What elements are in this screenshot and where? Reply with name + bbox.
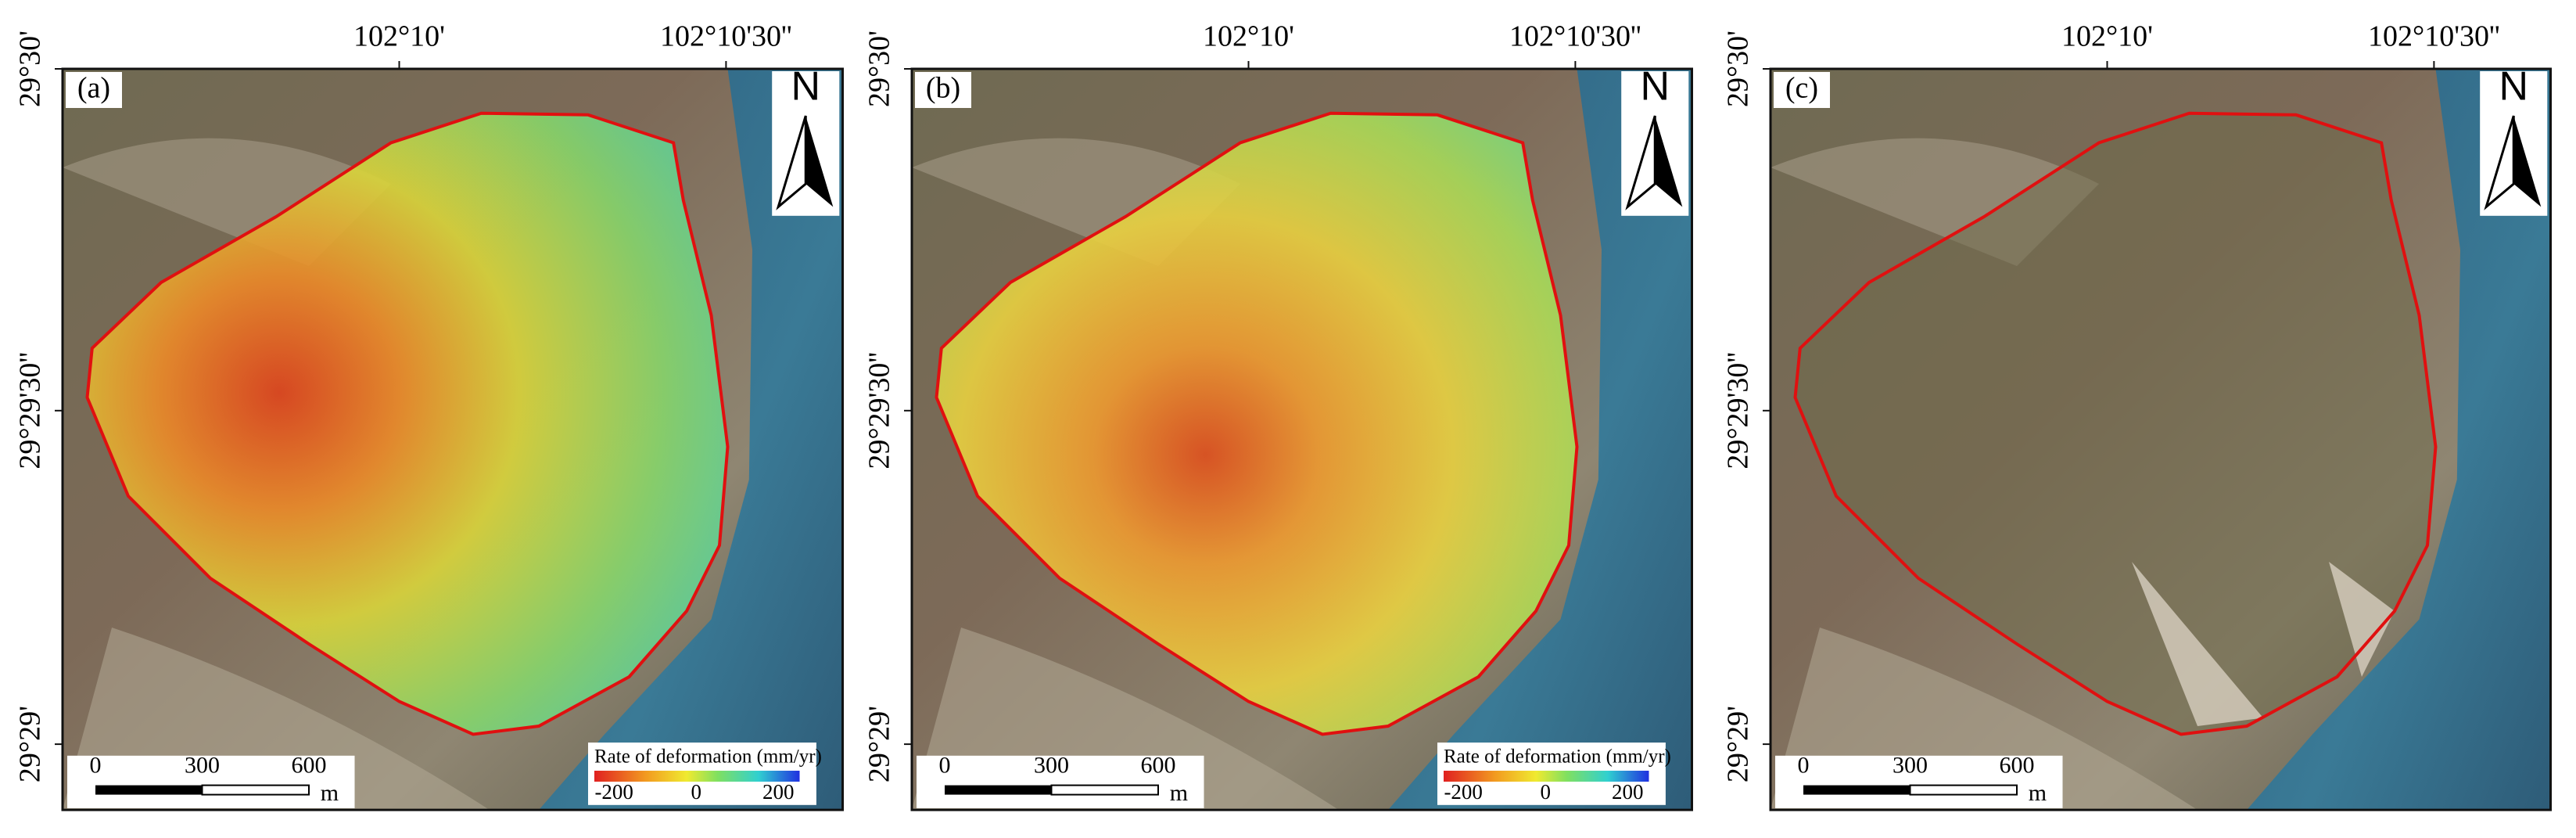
lat-tick-label: 29°30': [863, 31, 896, 107]
legend-title: Rate of deformation (mm/yr): [594, 746, 822, 768]
scalebar-bg: [917, 755, 1204, 808]
legend-title: Rate of deformation (mm/yr): [1444, 746, 1671, 768]
north-arrow: [1655, 116, 1683, 207]
lat-tick-label: 29°29': [14, 706, 47, 782]
scar: [2329, 562, 2395, 677]
north-label: N: [1640, 64, 1670, 110]
scalebar-label: 300: [1034, 752, 1069, 778]
lat-tick-label: 29°29'30'': [1722, 352, 1755, 469]
lon-tick-label: 102°10'30'': [2368, 20, 2500, 53]
map-frame: [1769, 67, 2552, 811]
map-body: [1771, 69, 2551, 811]
legend-tick-label: -200: [1444, 780, 1483, 804]
lon-tick-label: 102°10': [1203, 20, 1294, 53]
lat-tick-label: 29°29'30'': [863, 352, 896, 469]
lat-tick-label: 29°29'30'': [14, 352, 47, 469]
lon-tick-label: 102°10': [353, 20, 445, 53]
lat-tick-label: 29°30': [14, 31, 47, 107]
scalebar-label: 0: [1798, 752, 1810, 778]
lon-tick-label: 102°10'30'': [1509, 20, 1641, 53]
scar: [2132, 562, 2263, 726]
deformation-overlay: [936, 113, 1577, 735]
river: [2247, 69, 2551, 811]
lat-tick-label: 29°29': [863, 706, 896, 782]
north-arrow: [2513, 116, 2542, 207]
scalebar-unit: m: [2029, 780, 2047, 806]
map-frame: [61, 67, 844, 811]
legend-tick-label: 0: [1540, 780, 1551, 804]
lat-tick-label: 29°30': [1722, 31, 1755, 107]
lat-tick-label: 29°29': [1722, 706, 1755, 782]
map-panel: (c) 102°10' 102°10'30'' 29°30' 29°29'30'' 29°…: [1722, 20, 2552, 811]
scalebar-seg: [201, 784, 310, 796]
legend-tick-label: 200: [1612, 780, 1644, 804]
map-body: [63, 69, 843, 811]
scalebar-bg: [1775, 755, 2063, 808]
scalebar-bg: [67, 755, 355, 808]
lon-tick-label: 102°10'30'': [660, 20, 792, 53]
scalebar-label: 300: [1893, 752, 1928, 778]
label-box: [66, 72, 122, 108]
panel-label: (b): [926, 72, 960, 105]
lon-tick-label: 102°10': [2061, 20, 2153, 53]
scalebar-label: 600: [292, 752, 327, 778]
scalebar-label: 0: [939, 752, 951, 778]
scalebar-seg: [1050, 784, 1159, 796]
scalebar-label: 600: [1141, 752, 1176, 778]
scalebar-seg: [1909, 784, 2018, 796]
scalebar-label: 300: [185, 752, 220, 778]
river: [539, 69, 843, 811]
panel-label: (a): [77, 72, 110, 105]
scalebar-label: 600: [2000, 752, 2035, 778]
scalebar-label: 0: [90, 752, 102, 778]
scalebar-seg: [95, 785, 203, 795]
landslide-boundary: [85, 111, 730, 736]
scalebar-unit: m: [1170, 780, 1188, 806]
label-box: [1774, 72, 1830, 108]
legend-tick-label: 200: [762, 780, 795, 804]
scalebar-unit: m: [321, 780, 339, 806]
scalebar-seg: [1803, 785, 1910, 795]
panel-label: (c): [1785, 72, 1818, 105]
north-label: N: [2499, 64, 2528, 110]
river: [1388, 69, 1692, 811]
legend-tick-label: -200: [594, 780, 633, 804]
map-panel: (a) 102°10' 102°10'30'' 29°30' 29°29'30'' 29°…: [14, 20, 844, 811]
landslide-boundary: [1793, 111, 2438, 736]
landslide-boundary: [935, 111, 1579, 736]
scalebar-seg: [945, 785, 1052, 795]
legend-tick-label: 0: [691, 780, 701, 804]
landslide-surface: [1795, 113, 2436, 735]
label-box: [915, 72, 971, 108]
color-bar: [1444, 771, 1649, 782]
map-frame: [910, 67, 1693, 811]
map-panel: (b) 102°10' 102°10'30'' 29°30' 29°29'30'' 29°…: [863, 20, 1693, 811]
color-bar: [594, 771, 800, 782]
deformation-overlay: [87, 113, 728, 735]
north-arrow: [805, 116, 834, 207]
map-body: [912, 69, 1692, 811]
north-label: N: [791, 64, 820, 110]
